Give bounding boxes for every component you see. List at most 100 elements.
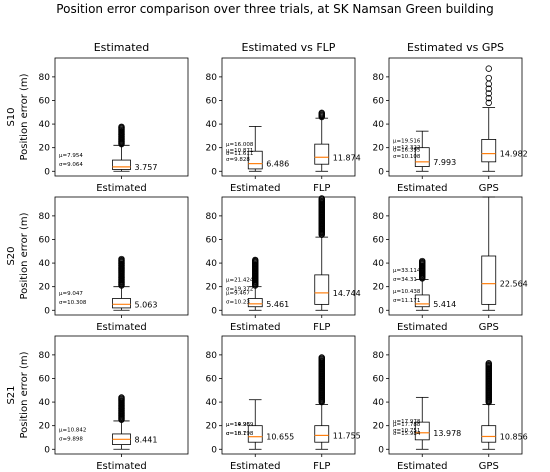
y-tick-label: 40 (39, 259, 51, 269)
box-estimated: Estimated μ=10.438 σ=11.171 5.414 (393, 257, 456, 333)
y-tick-label: 40 (206, 398, 218, 408)
y-tick-label: 40 (206, 259, 218, 269)
y-tick-label: 60 (39, 96, 51, 106)
y-tick-label: 60 (206, 374, 218, 384)
x-tick-label: Estimated (397, 322, 448, 333)
box-flp: FLP μ=19.28 σ=18.198 11.755 (226, 354, 361, 472)
y-tick-label: 80 (373, 212, 385, 222)
x-tick-label: GPS (479, 461, 499, 472)
y-tick-label: 60 (39, 235, 51, 245)
std-annotation: σ=9.828 (226, 157, 250, 163)
y-tick-label: 40 (373, 120, 385, 130)
panel-frame (388, 196, 523, 316)
y-tick-label: 20 (206, 144, 218, 154)
mean-annotation: μ=9.467 (226, 291, 250, 297)
median-annotation: 11.874 (333, 153, 361, 162)
std-annotation: σ=16.395 (393, 148, 421, 154)
y-axis-label: Position error (m) (19, 212, 30, 299)
panel-s10-3: 020406080Estimatedμ=12.322σ=10.1087.993G… (373, 57, 528, 194)
x-tick-label: Estimated (230, 322, 281, 333)
box-body (112, 159, 131, 170)
mean-annotation: μ=9.047 (59, 291, 83, 297)
x-tick-label: Estimated (397, 461, 448, 472)
panel-frame (221, 335, 356, 455)
outlier-point (485, 85, 492, 92)
mean-annotation: μ=10.842 (59, 427, 86, 433)
std-annotation: σ=11.171 (393, 298, 420, 304)
box-gps: GPS μ=33.114 σ=34.31 22.564 (393, 196, 528, 333)
y-tick-label: 40 (39, 120, 51, 130)
y-tick-label: 60 (39, 374, 51, 384)
x-tick-label: GPS (479, 183, 499, 194)
y-tick-label: 0 (211, 445, 217, 455)
y-tick-label: 0 (44, 306, 50, 316)
y-tick-label: 80 (206, 351, 218, 361)
y-tick-label: 60 (373, 96, 385, 106)
std-annotation: σ=18.198 (226, 431, 254, 437)
x-tick-label: Estimated (96, 183, 147, 194)
column-title: Estimated (94, 41, 150, 54)
box-estimated: Estimated μ=9.467 σ=10.23 5.461 (226, 256, 289, 333)
median-annotation: 22.564 (500, 280, 528, 289)
outlier-point (419, 257, 426, 265)
median-annotation: 10.655 (266, 433, 294, 442)
outlier-point (318, 354, 325, 361)
x-tick-label: FLP (313, 322, 330, 333)
std-annotation: σ=10.308 (59, 300, 87, 306)
mean-annotation: μ=21.424 (226, 278, 254, 284)
y-tick-label: 80 (206, 73, 218, 83)
mean-annotation: μ=17.788 (393, 422, 421, 428)
x-tick-label: Estimated (96, 461, 147, 472)
std-annotation: σ=34.31 (393, 277, 417, 283)
column-title: Estimated vs GPS (407, 41, 504, 54)
panel-s10-1: 0 20 40 60 80 S10 Position error (m) Estimated μ… (6, 57, 189, 194)
box-estimated: Estimated μ=7.954 σ=9.064 3.757 (59, 123, 157, 194)
std-annotation: σ=10.7 (226, 431, 247, 437)
box-body (247, 150, 263, 170)
row-label: S10 (6, 107, 17, 126)
median-annotation: 5.063 (135, 300, 158, 309)
row-label: S21 (6, 385, 17, 404)
panel-s20-1: 0 20 40 60 80 S20 Position error (m) Estimated μ… (6, 196, 189, 333)
y-tick-label: 20 (39, 283, 51, 293)
std-annotation: σ=19.372 (226, 287, 253, 293)
outlier-point (252, 256, 259, 264)
box-body (414, 294, 430, 308)
y-tick-label: 40 (206, 120, 218, 130)
std-annotation: σ=9.898 (59, 436, 83, 442)
box-estimated: Estimated μ=10.842 σ=9.898 8.441 (59, 394, 157, 472)
y-tick-label: 40 (373, 398, 385, 408)
std-annotation: σ=10.108 (393, 154, 421, 160)
box-estimated: Estimated μ=12.322 σ=10.108 7.993 (393, 130, 456, 194)
outlier-point (485, 360, 492, 367)
y-tick-label: 0 (378, 167, 384, 177)
box-estimated: Estimated μ=17.978 σ=10.751 13.978 (393, 396, 461, 472)
y-tick-label: 80 (39, 351, 51, 361)
box-body (314, 274, 330, 305)
figure-title: Position error comparison over three tri… (56, 2, 493, 16)
y-tick-label: 20 (373, 144, 385, 154)
x-tick-label: Estimated (96, 322, 147, 333)
box-body (481, 255, 497, 305)
x-tick-label: Estimated (230, 183, 281, 194)
y-axis-label: Position error (m) (19, 73, 30, 160)
x-tick-label: GPS (479, 322, 499, 333)
y-tick-label: 60 (373, 235, 385, 245)
y-tick-label: 80 (373, 73, 385, 83)
box-gps: GPS μ=19.516 σ=16.395 14.982 (393, 65, 528, 194)
outlier-point (485, 94, 492, 102)
panel-frame (221, 196, 356, 316)
outlier-point (485, 90, 492, 97)
std-annotation: σ=11.611 (226, 151, 253, 157)
outlier-point (485, 99, 492, 107)
y-tick-label: 20 (39, 144, 51, 154)
outlier-point (118, 123, 125, 130)
outlier-point (318, 195, 325, 202)
median-annotation: 6.486 (266, 160, 289, 169)
outlier-point (118, 255, 125, 263)
y-tick-label: 80 (39, 212, 51, 222)
box-body (247, 298, 263, 308)
